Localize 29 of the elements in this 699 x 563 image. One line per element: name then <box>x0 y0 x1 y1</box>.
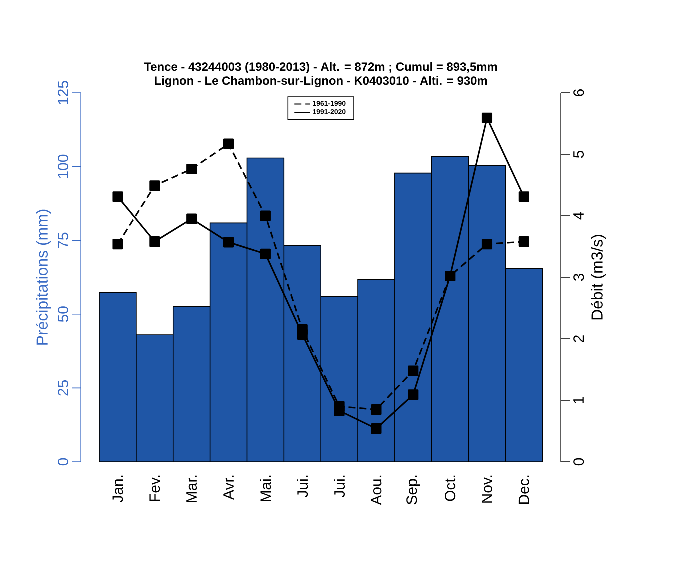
y-tick-label: 25 <box>58 380 69 396</box>
y-tick-label: 125 <box>58 81 69 104</box>
y2-tick-label: 2 <box>574 336 584 342</box>
y2-tick-label: 6 <box>574 90 584 96</box>
x-tick-label: Oct. <box>445 476 456 502</box>
y2-tick-label: 5 <box>574 150 584 158</box>
x-tick-label: Jan. <box>112 476 124 503</box>
x-tick-label: Aou. <box>371 476 382 506</box>
x-tick-label: Mar. <box>186 476 198 502</box>
y2-tick-label: 4 <box>574 212 584 220</box>
x-tick-label: Nov. <box>482 476 492 503</box>
y2-tick-label: 1 <box>574 397 584 404</box>
x-tick-label: Jui. <box>334 476 346 498</box>
x-tick-label: Jui. <box>297 476 308 498</box>
y2-tick-label: 3 <box>574 274 584 282</box>
x-tick-label: Avr. <box>224 476 234 500</box>
y-axis-title: Précipitations (mm) <box>36 210 52 345</box>
x-tick-label: Mai. <box>260 476 272 502</box>
y-tick-label: 100 <box>58 154 69 178</box>
chart-subtitle: Lignon - Le Chambon-sur-Lignon - K0403010 - Alti. = 930m <box>155 76 488 88</box>
chart-title: Tence - 43244003 (1980-2013) - Alt. = 872m ; Cumul = 893,5mm <box>144 62 498 74</box>
x-tick-label: Sep. <box>406 476 420 505</box>
y-tick-label: 75 <box>58 232 69 248</box>
y-tick-label: 0 <box>58 458 69 466</box>
y2-axis-title: Débit (m3/s) <box>591 235 606 320</box>
y2-tick-label: 0 <box>574 458 584 466</box>
y-tick-label: 50 <box>58 306 69 322</box>
x-tick-label: Fev. <box>150 476 160 502</box>
x-tick-label: Dec. <box>518 476 530 504</box>
